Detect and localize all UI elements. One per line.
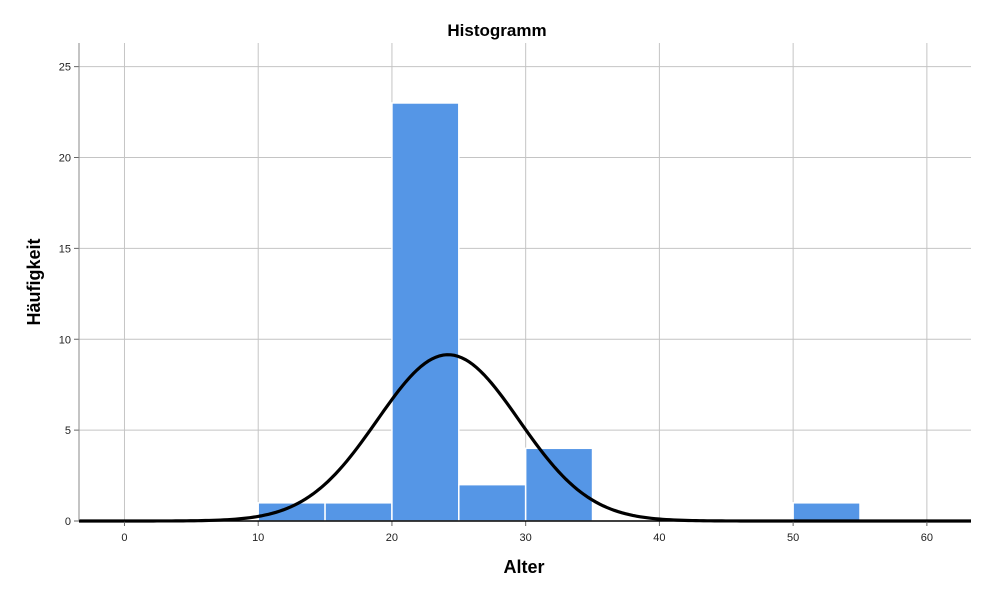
x-tick-label: 50 bbox=[787, 532, 799, 544]
histogram-bar bbox=[524, 447, 594, 522]
tick-labels: 0 10 20 30 40 50 60 0 5 10 15 20 25 bbox=[59, 62, 933, 544]
histogram-bar bbox=[324, 502, 393, 522]
y-tick-label: 25 bbox=[59, 62, 71, 74]
y-axis-label: Häufigkeit bbox=[24, 238, 44, 325]
x-tick-label: 60 bbox=[921, 532, 933, 544]
histogram-bar bbox=[391, 102, 460, 522]
y-tick-label: 10 bbox=[59, 334, 71, 346]
x-tick-label: 30 bbox=[520, 532, 532, 544]
x-tick-label: 40 bbox=[653, 532, 665, 544]
histogram-bars bbox=[257, 102, 861, 522]
histogram-bar bbox=[792, 502, 861, 522]
axes bbox=[74, 43, 971, 526]
x-tick-label: 10 bbox=[252, 532, 264, 544]
histogram-bar bbox=[458, 483, 527, 522]
y-tick-label: 0 bbox=[65, 516, 71, 528]
x-tick-label: 20 bbox=[386, 532, 398, 544]
x-tick-label: 0 bbox=[121, 532, 127, 544]
chart-title: Histogramm bbox=[447, 21, 546, 40]
y-tick-label: 20 bbox=[59, 153, 71, 165]
x-axis-label: Alter bbox=[503, 557, 544, 577]
y-tick-label: 5 bbox=[65, 425, 71, 437]
y-tick-label: 15 bbox=[59, 243, 71, 255]
